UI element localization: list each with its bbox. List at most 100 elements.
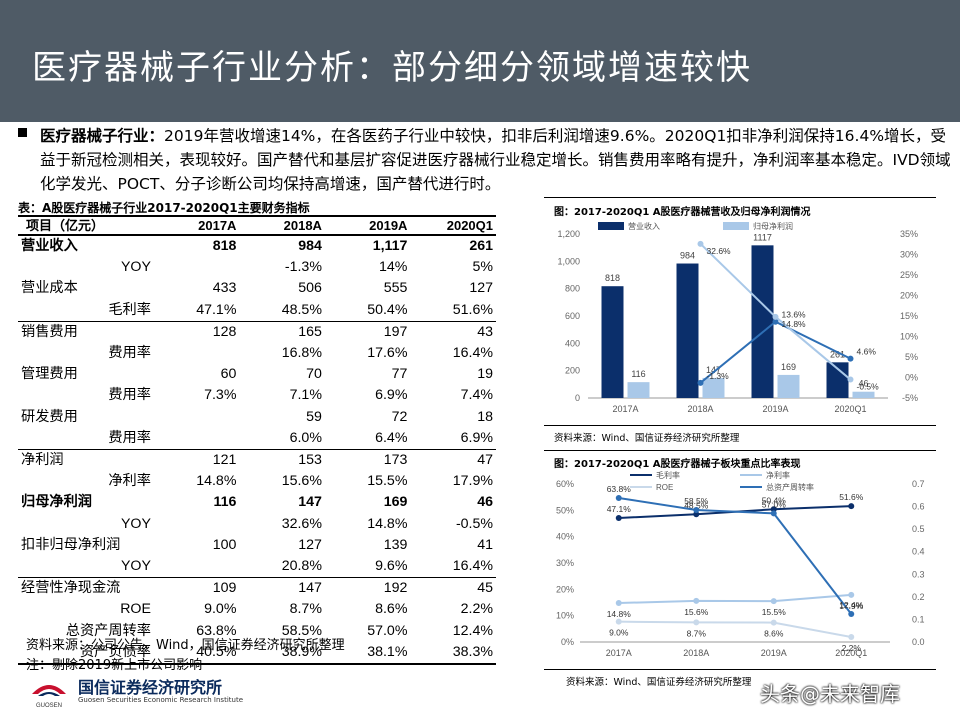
legend-label: 总资产周转率 xyxy=(766,482,814,492)
bar-revenue xyxy=(751,245,774,398)
chart2-title: 图：2017-2020Q1 A股医疗器械子板块重点比率表现 xyxy=(554,459,801,470)
bar-netprofit xyxy=(777,374,800,398)
table-cell: 50.4% xyxy=(367,301,408,318)
table-row: 净利润 121 153 173 47 xyxy=(18,449,496,472)
intro-text: 医疗器械子行业：2019年营收增速14%，在各医药子行业中较快，扣非后利润增速9… xyxy=(40,124,953,196)
ratio-label: 51.6% xyxy=(839,492,864,502)
right-tick-label: 0.0 xyxy=(912,637,925,647)
legend-swatch-revenue xyxy=(598,222,624,230)
row-label: YOY xyxy=(120,515,151,532)
growth-point xyxy=(847,355,854,362)
table-cell: 46 xyxy=(477,494,493,511)
ratio-point xyxy=(693,619,700,626)
left-tick-label: 800 xyxy=(565,284,580,294)
ratio-label: 58.5% xyxy=(684,496,709,506)
table-cell: 38.3% xyxy=(410,641,496,666)
table-cell: 17.9% xyxy=(452,473,493,490)
table-cell xyxy=(154,514,240,535)
intro-paragraph: 医疗器械子行业：2019年营收增速14%，在各医药子行业中较快，扣非后利润增速9… xyxy=(18,124,953,196)
ratio-point xyxy=(848,634,855,641)
table-cell: 9.6% xyxy=(375,558,408,575)
table-cell: 100 xyxy=(212,536,237,553)
right-tick-label: -5% xyxy=(902,393,918,403)
table-cell: 7.3% xyxy=(204,387,237,404)
ratio-point xyxy=(848,611,855,618)
table-cell: 127 xyxy=(298,536,322,553)
table-cell: 17.6% xyxy=(367,345,408,362)
ratio-point xyxy=(693,511,700,518)
table-cell: 14% xyxy=(379,259,408,276)
growth-point xyxy=(772,313,779,320)
right-tick-label: 0.3 xyxy=(912,569,925,579)
table-title: 表：A股医疗器械子行业2017-2020Q1主要财务指标 xyxy=(18,201,310,215)
table-cell: -0.5% xyxy=(455,515,493,532)
table-row: YOY 20.8% 9.6% 16.4% xyxy=(18,556,496,578)
ratio-point xyxy=(770,510,777,517)
growth-label: -1.3% xyxy=(707,371,730,381)
company-logo: GUOSEN 国信证券经济研究所 Guosen Securities Econo… xyxy=(22,672,252,714)
intro-body: 2019年营收增速14%，在各医药子行业中较快，扣非后利润增速9.6%。2020… xyxy=(40,127,951,193)
table-header-cell: 2019A xyxy=(324,215,411,236)
table-cell xyxy=(154,556,240,578)
ratio-point xyxy=(693,506,700,513)
row-label: 经营性净现金流 xyxy=(18,577,154,600)
right-tick-label: 0.6 xyxy=(912,502,925,512)
table-row: 归母净利润 116 147 169 46 xyxy=(18,492,496,513)
ratio-label: 2.2% xyxy=(842,643,862,653)
bar-label-revenue: 818 xyxy=(605,273,620,283)
left-tick-label: 0% xyxy=(561,637,574,647)
left-tick-label: 400 xyxy=(565,338,580,348)
table-cell: 16.4% xyxy=(452,558,493,575)
bar-revenue xyxy=(676,263,699,398)
row-label: 管理费用 xyxy=(21,366,78,383)
table-cell: 128 xyxy=(153,320,240,344)
left-tick-label: 1,000 xyxy=(557,256,580,266)
row-label: 研发费用 xyxy=(21,408,78,425)
table-cell xyxy=(154,428,240,450)
table-cell: -1.3% xyxy=(284,259,322,276)
legend-label: 毛利率 xyxy=(656,470,680,480)
growth-label: -0.5% xyxy=(857,382,880,392)
table-cell: 14.8% xyxy=(196,473,237,490)
ratio-label: 15.6% xyxy=(684,607,709,617)
table-cell: 47.1% xyxy=(196,301,237,318)
table-row: 资产负债率 40.5% 38.9% 38.1% 38.3% xyxy=(18,641,496,666)
table-cell: 6.0% xyxy=(289,429,322,446)
growth-label: 32.6% xyxy=(707,246,732,256)
legend-label-revenue: 营业收入 xyxy=(628,221,660,231)
chart2-source: 资料来源：Wind、国信证券经济研究所整理 xyxy=(566,677,752,688)
growth-label: 4.6% xyxy=(857,347,877,357)
table-cell: 261 xyxy=(469,238,493,254)
table-cell: 147 xyxy=(239,577,325,600)
right-tick-label: 10% xyxy=(900,332,918,342)
right-tick-label: 15% xyxy=(900,311,918,321)
logo-cn: 国信证券经济研究所 xyxy=(78,678,223,697)
growth-point xyxy=(697,379,704,386)
table-cell: 165 xyxy=(239,320,325,344)
table-cell: 7.4% xyxy=(460,387,493,404)
table-row: 经营性净现金流 109 147 192 45 xyxy=(18,577,496,600)
table-cell: 70 xyxy=(306,366,322,383)
ratio-label: 8.6% xyxy=(764,629,784,639)
table-cell xyxy=(154,343,240,364)
table-cell: 433 xyxy=(212,280,237,297)
ratio-label: 14.8% xyxy=(607,609,632,619)
left-tick-label: 30% xyxy=(556,558,574,568)
chart1-top-rule xyxy=(544,197,936,198)
left-tick-label: 1,200 xyxy=(557,229,580,239)
table-cell: 51.6% xyxy=(452,301,493,318)
chart2-bottom-rule xyxy=(544,669,936,670)
legend-label-netprofit: 归母净利润 xyxy=(753,221,793,231)
bar-label-netprofit: 116 xyxy=(631,369,645,379)
table-row: 总资产周转率 63.8% 58.5% 57.0% 12.4% xyxy=(18,621,496,642)
table-row: 费用率 7.3% 7.1% 6.9% 7.4% xyxy=(18,385,496,406)
chart1-source: 资料来源：Wind、国信证券经济研究所整理 xyxy=(554,433,740,444)
chart2-top-rule xyxy=(544,450,936,451)
x-tick-label: 2019A xyxy=(761,648,787,658)
table-cell: 43 xyxy=(410,320,496,344)
row-label: 费用率 xyxy=(108,429,151,446)
right-tick-label: 5% xyxy=(905,352,918,362)
right-tick-label: 0.2 xyxy=(912,592,925,602)
row-label: YOY xyxy=(120,259,151,276)
x-tick-label: 2018A xyxy=(683,648,709,658)
